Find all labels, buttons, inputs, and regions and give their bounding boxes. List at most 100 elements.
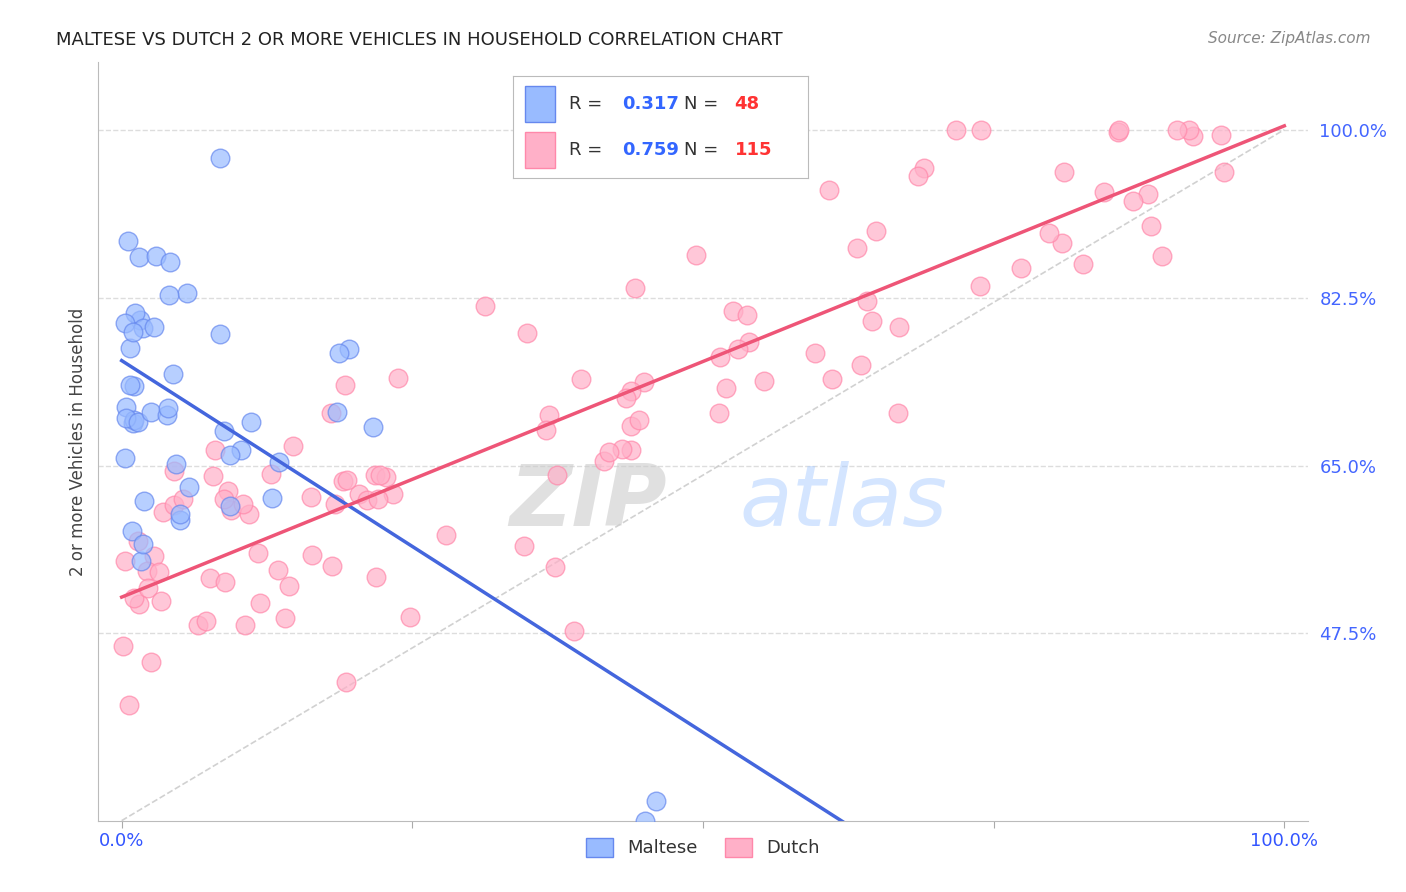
Point bbox=[328, 346, 350, 360]
Point bbox=[851, 358, 873, 372]
Text: 115: 115 bbox=[734, 141, 772, 159]
Point bbox=[336, 473, 359, 487]
Point bbox=[162, 498, 184, 512]
Point bbox=[727, 342, 749, 356]
Y-axis label: 2 or more Vehicles in Household: 2 or more Vehicles in Household bbox=[69, 308, 87, 575]
Point bbox=[187, 618, 209, 632]
Point bbox=[141, 655, 163, 669]
Point bbox=[1177, 122, 1199, 136]
Point bbox=[148, 565, 170, 579]
Point bbox=[127, 533, 149, 548]
Point bbox=[513, 539, 536, 553]
Point bbox=[399, 610, 422, 624]
Point bbox=[845, 241, 868, 255]
Point bbox=[374, 470, 396, 484]
Point bbox=[157, 288, 180, 302]
Point bbox=[132, 536, 155, 550]
Point bbox=[321, 558, 343, 573]
Point bbox=[907, 169, 929, 183]
FancyBboxPatch shape bbox=[524, 132, 554, 168]
Point bbox=[364, 570, 387, 584]
Point bbox=[620, 384, 643, 399]
Point bbox=[624, 280, 647, 294]
Point bbox=[1122, 194, 1144, 208]
Point bbox=[204, 442, 226, 457]
Point bbox=[1050, 235, 1073, 250]
Point bbox=[860, 314, 883, 328]
Text: N =: N = bbox=[685, 95, 724, 112]
Point bbox=[709, 350, 731, 364]
Point bbox=[887, 320, 910, 334]
Point bbox=[1053, 165, 1076, 179]
Point bbox=[1107, 125, 1129, 139]
Point bbox=[274, 611, 297, 625]
Point bbox=[707, 406, 730, 420]
Point bbox=[546, 467, 568, 482]
Point bbox=[1166, 122, 1188, 136]
Point bbox=[277, 579, 299, 593]
Point bbox=[240, 415, 263, 429]
Point bbox=[370, 468, 392, 483]
Point bbox=[516, 326, 538, 340]
Point bbox=[562, 624, 585, 639]
Point bbox=[129, 313, 152, 327]
Point bbox=[361, 419, 384, 434]
Point bbox=[118, 378, 141, 392]
Point bbox=[283, 439, 305, 453]
Point bbox=[817, 183, 839, 197]
Point bbox=[912, 161, 935, 175]
Point bbox=[128, 597, 150, 611]
Text: Source: ZipAtlas.com: Source: ZipAtlas.com bbox=[1208, 31, 1371, 46]
Point bbox=[1137, 187, 1160, 202]
Point bbox=[201, 469, 224, 483]
FancyBboxPatch shape bbox=[524, 87, 554, 122]
Text: MALTESE VS DUTCH 2 OR MORE VEHICLES IN HOUSEHOLD CORRELATION CHART: MALTESE VS DUTCH 2 OR MORE VEHICLES IN H… bbox=[56, 31, 783, 49]
Point bbox=[382, 487, 405, 501]
Point bbox=[209, 152, 232, 166]
Point bbox=[117, 234, 139, 248]
Point bbox=[434, 528, 457, 542]
Point bbox=[474, 300, 496, 314]
Point bbox=[633, 376, 655, 390]
Point bbox=[1071, 257, 1094, 271]
Point bbox=[685, 248, 707, 262]
Point bbox=[112, 640, 135, 654]
Point bbox=[139, 405, 162, 419]
Point bbox=[219, 499, 242, 513]
Point bbox=[169, 513, 191, 527]
Point bbox=[969, 279, 991, 293]
Point bbox=[246, 546, 269, 560]
Point bbox=[260, 491, 283, 505]
Point bbox=[323, 497, 346, 511]
Point bbox=[569, 371, 592, 385]
Point bbox=[136, 582, 159, 596]
Point bbox=[176, 285, 198, 300]
Legend: Maltese, Dutch: Maltese, Dutch bbox=[579, 830, 827, 864]
Point bbox=[1150, 249, 1173, 263]
Point bbox=[1092, 185, 1115, 199]
Point bbox=[326, 405, 349, 419]
Point bbox=[803, 346, 825, 360]
Point bbox=[169, 507, 191, 521]
Point bbox=[332, 474, 354, 488]
Point bbox=[162, 367, 184, 381]
Point bbox=[592, 454, 614, 468]
Point bbox=[218, 448, 240, 462]
Point bbox=[231, 442, 253, 457]
Point bbox=[114, 553, 136, 567]
Point bbox=[127, 415, 149, 429]
Point bbox=[143, 319, 166, 334]
Point bbox=[232, 497, 254, 511]
Point bbox=[598, 445, 620, 459]
Point bbox=[149, 593, 172, 607]
Point bbox=[136, 564, 159, 578]
Point bbox=[1182, 128, 1205, 143]
Text: R =: R = bbox=[569, 141, 609, 159]
Point bbox=[194, 614, 217, 628]
Point bbox=[267, 563, 290, 577]
Text: N =: N = bbox=[685, 141, 724, 159]
Point bbox=[219, 503, 242, 517]
Point bbox=[259, 467, 281, 482]
Point bbox=[387, 370, 409, 384]
Point bbox=[335, 675, 357, 690]
